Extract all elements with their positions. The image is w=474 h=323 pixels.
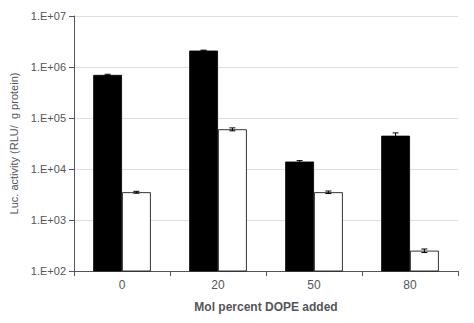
svg-text:80: 80 xyxy=(403,278,417,292)
svg-text:1.E+03: 1.E+03 xyxy=(31,214,66,226)
svg-text:1.E+07: 1.E+07 xyxy=(31,10,66,22)
svg-text:50: 50 xyxy=(307,278,321,292)
svg-text:1.E+05: 1.E+05 xyxy=(31,112,66,124)
svg-text:Luc. activity (RLU/ g protein: Luc. activity (RLU/ g protein) xyxy=(8,73,20,215)
svg-text:0: 0 xyxy=(119,278,126,292)
svg-text:1.E+06: 1.E+06 xyxy=(31,61,66,73)
svg-text:1.E+04: 1.E+04 xyxy=(31,163,66,175)
svg-text:Mol percent DOPE added: Mol percent DOPE added xyxy=(194,300,337,314)
svg-text:1.E+02: 1.E+02 xyxy=(31,265,66,277)
svg-text:20: 20 xyxy=(211,278,225,292)
